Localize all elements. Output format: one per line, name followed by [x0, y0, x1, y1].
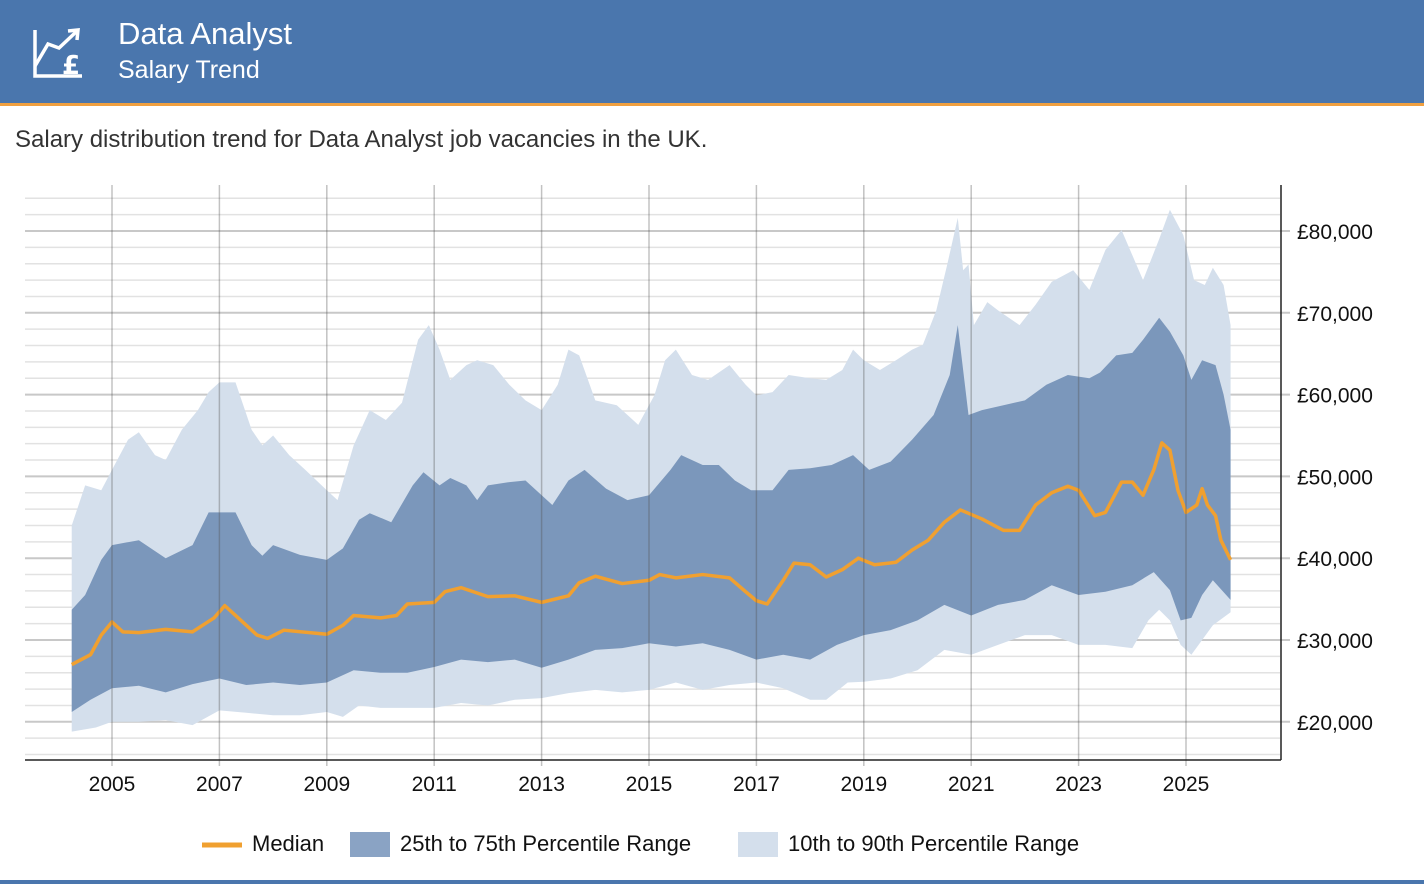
x-tick-label: 2019 [840, 773, 887, 796]
chart-legend: Median 25th to 75th Percentile Range 10t… [202, 831, 1079, 857]
x-tick-label: 2011 [412, 773, 457, 796]
legend-p10-90-swatch [738, 832, 778, 857]
y-tick-label: £50,000 [1297, 466, 1373, 489]
x-tick-label: 2009 [303, 773, 350, 796]
app-header: £ Data Analyst Salary Trend [0, 0, 1424, 106]
svg-text:£: £ [62, 51, 80, 80]
chart-pound-icon: £ [33, 28, 82, 80]
y-tick-label: £40,000 [1297, 548, 1373, 571]
legend-median-label: Median [252, 831, 324, 856]
x-tick-label: 2025 [1163, 773, 1210, 796]
chart-description: Salary distribution trend for Data Analy… [15, 126, 708, 153]
y-tick-label: £30,000 [1297, 630, 1373, 653]
x-tick-label: 2013 [518, 773, 565, 796]
x-tick-label: 2017 [733, 773, 780, 796]
y-tick-label: £20,000 [1297, 712, 1373, 735]
footer-bar [0, 880, 1424, 884]
x-tick-label: 2015 [626, 773, 673, 796]
x-tick-label: 2021 [948, 773, 995, 796]
page-title: Data Analyst [118, 16, 293, 51]
y-tick-label: £60,000 [1297, 385, 1373, 408]
x-tick-label: 2007 [196, 773, 243, 796]
x-tick-label: 2023 [1055, 773, 1102, 796]
y-tick-label: £70,000 [1297, 303, 1373, 326]
legend-iqr-swatch [350, 832, 390, 857]
page-subtitle: Salary Trend [118, 56, 260, 84]
y-tick-label: £80,000 [1297, 221, 1373, 244]
p25-p75-band [71, 317, 1231, 712]
legend-p10-90-label: 10th to 90th Percentile Range [788, 831, 1079, 856]
median-line [70, 441, 1233, 667]
x-tick-label: 2005 [89, 773, 136, 796]
legend-iqr-label: 25th to 75th Percentile Range [400, 831, 691, 856]
